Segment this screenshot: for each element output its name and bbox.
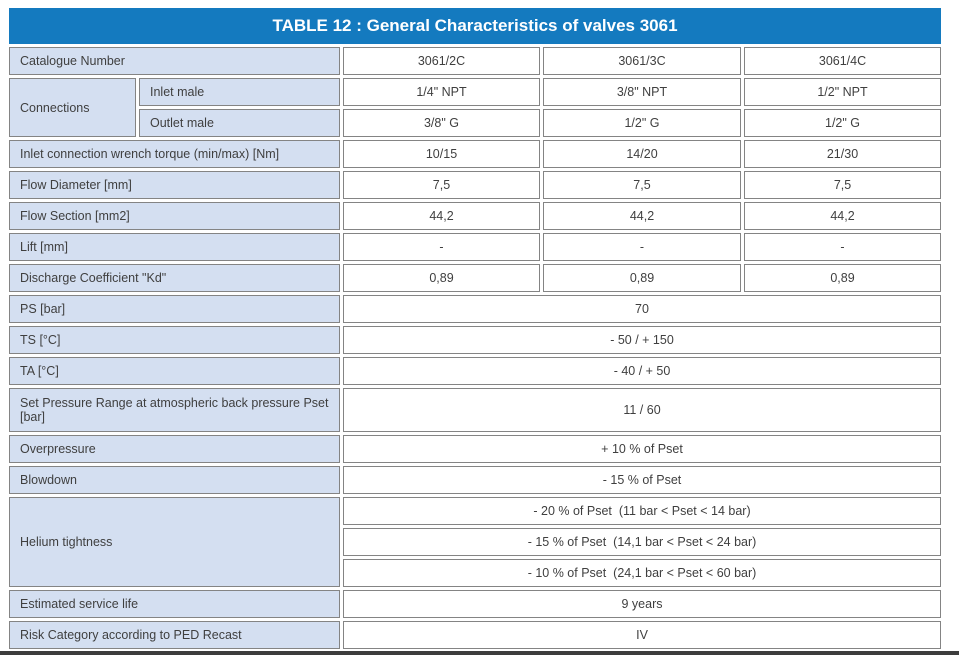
blowdown-label: Blowdown [9, 466, 340, 494]
flow-diameter-value-1: 7,5 [343, 171, 540, 199]
helium-tightness-label: Helium tightness [9, 497, 340, 587]
page-bottom-rule [0, 651, 959, 655]
wrench-torque-label: Inlet connection wrench torque (min/max)… [9, 140, 340, 168]
inlet-male-value-3: 1/2" NPT [744, 78, 942, 106]
wrench-torque-value-2: 14/20 [543, 140, 741, 168]
catalogue-number-label: Catalogue Number [9, 47, 340, 75]
table-title-row: TABLE 12 : General Characteristics of va… [9, 8, 942, 44]
wrench-torque-value-3: 21/30 [744, 140, 942, 168]
row-risk-category: Risk Category according to PED Recast IV [9, 621, 942, 649]
row-ta: TA [°C] - 40 / + 50 [9, 357, 942, 385]
inlet-male-value-1: 1/4" NPT [343, 78, 540, 106]
table-title: TABLE 12 : General Characteristics of va… [9, 8, 942, 44]
outlet-male-value-1: 3/8" G [343, 109, 540, 137]
set-pressure-range-label: Set Pressure Range at atmospheric back p… [9, 388, 340, 432]
discharge-coefficient-value-1: 0,89 [343, 264, 540, 292]
ta-value: - 40 / + 50 [343, 357, 942, 385]
row-overpressure: Overpressure + 10 % of Pset [9, 435, 942, 463]
ta-label: TA [°C] [9, 357, 340, 385]
discharge-coefficient-label: Discharge Coefficient "Kd" [9, 264, 340, 292]
ts-label: TS [°C] [9, 326, 340, 354]
outlet-male-value-2: 1/2" G [543, 109, 741, 137]
wrench-torque-value-1: 10/15 [343, 140, 540, 168]
row-flow-diameter: Flow Diameter [mm] 7,5 7,5 7,5 [9, 171, 942, 199]
flow-diameter-value-3: 7,5 [744, 171, 942, 199]
service-life-value: 9 years [343, 590, 942, 618]
discharge-coefficient-value-2: 0,89 [543, 264, 741, 292]
flow-section-value-2: 44,2 [543, 202, 741, 230]
row-connections-outlet: Outlet male 3/8" G 1/2" G 1/2" G [9, 109, 942, 137]
row-discharge-coefficient: Discharge Coefficient "Kd" 0,89 0,89 0,8… [9, 264, 942, 292]
outlet-male-value-3: 1/2" G [744, 109, 942, 137]
set-pressure-range-value: 11 / 60 [343, 388, 942, 432]
discharge-coefficient-value-3: 0,89 [744, 264, 942, 292]
risk-category-value: IV [343, 621, 942, 649]
valve-characteristics-table: TABLE 12 : General Characteristics of va… [6, 5, 944, 652]
service-life-label: Estimated service life [9, 590, 340, 618]
overpressure-value: + 10 % of Pset [343, 435, 942, 463]
inlet-male-label: Inlet male [139, 78, 340, 106]
row-flow-section: Flow Section [mm2] 44,2 44,2 44,2 [9, 202, 942, 230]
inlet-male-value-2: 3/8" NPT [543, 78, 741, 106]
row-helium-tightness-2: - 15 % of Pset (14,1 bar < Pset < 24 bar… [9, 528, 942, 556]
flow-diameter-value-2: 7,5 [543, 171, 741, 199]
catalogue-number-value-2: 3061/3C [543, 47, 741, 75]
helium-tightness-value-3: - 10 % of Pset (24,1 bar < Pset < 60 bar… [343, 559, 942, 587]
row-helium-tightness-3: - 10 % of Pset (24,1 bar < Pset < 60 bar… [9, 559, 942, 587]
ps-value: 70 [343, 295, 942, 323]
lift-value-2: - [543, 233, 741, 261]
row-connections-inlet: Connections Inlet male 1/4" NPT 3/8" NPT… [9, 78, 942, 137]
flow-diameter-label: Flow Diameter [mm] [9, 171, 340, 199]
flow-section-label: Flow Section [mm2] [9, 202, 340, 230]
helium-tightness-value-1: - 20 % of Pset (11 bar < Pset < 14 bar) [343, 497, 942, 525]
flow-section-value-1: 44,2 [343, 202, 540, 230]
row-ts: TS [°C] - 50 / + 150 [9, 326, 942, 354]
lift-value-1: - [343, 233, 540, 261]
catalogue-number-value-3: 3061/4C [744, 47, 942, 75]
blowdown-value: - 15 % of Pset [343, 466, 942, 494]
row-catalogue-number: Catalogue Number 3061/2C 3061/3C 3061/4C [9, 47, 942, 75]
risk-category-label: Risk Category according to PED Recast [9, 621, 340, 649]
row-ps: PS [bar] 70 [9, 295, 942, 323]
lift-label: Lift [mm] [9, 233, 340, 261]
row-set-pressure-range: Set Pressure Range at atmospheric back p… [9, 388, 942, 432]
flow-section-value-3: 44,2 [744, 202, 942, 230]
row-service-life: Estimated service life 9 years [9, 590, 942, 618]
row-blowdown: Blowdown - 15 % of Pset [9, 466, 942, 494]
overpressure-label: Overpressure [9, 435, 340, 463]
helium-tightness-value-2: - 15 % of Pset (14,1 bar < Pset < 24 bar… [343, 528, 942, 556]
ts-value: - 50 / + 150 [343, 326, 942, 354]
lift-value-3: - [744, 233, 942, 261]
catalogue-number-value-1: 3061/2C [343, 47, 540, 75]
row-helium-tightness-1: Helium tightness - 20 % of Pset (11 bar … [9, 497, 942, 587]
row-lift: Lift [mm] - - - [9, 233, 942, 261]
ps-label: PS [bar] [9, 295, 340, 323]
connections-label: Connections [9, 78, 136, 137]
outlet-male-label: Outlet male [139, 109, 340, 137]
row-wrench-torque: Inlet connection wrench torque (min/max)… [9, 140, 942, 168]
